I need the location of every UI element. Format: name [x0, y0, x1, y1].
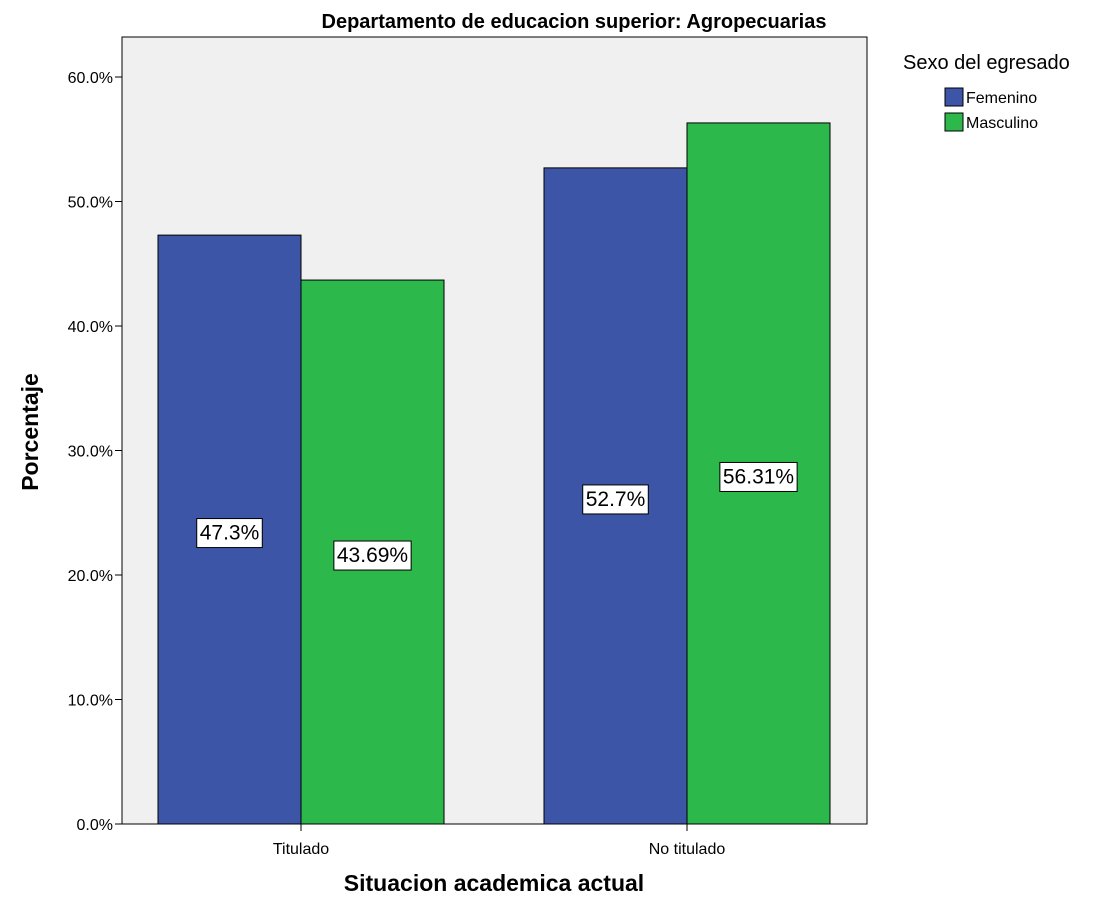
- data-label-text: 52.7%: [586, 488, 646, 511]
- chart-title: Departamento de educacion superior: Agro…: [322, 11, 827, 33]
- legend-swatch-masculino: [944, 112, 964, 132]
- data-labels: 47.3% 43.69% 52.7% 56.31%: [196, 461, 798, 571]
- data-label-text: 56.31%: [723, 465, 794, 488]
- data-label-box: [582, 484, 649, 515]
- legend: Sexo del egresado Femenino Masculino: [903, 52, 1070, 132]
- data-label-box: [333, 540, 412, 571]
- y-axis: 0.0% 10.0% 20.0% 30.0% 40.0% 50.0% 60.0%: [68, 70, 122, 834]
- x-tick-label: No titulado: [649, 841, 726, 858]
- legend-title: Sexo del egresado: [903, 52, 1070, 74]
- x-tick-label: Titulado: [273, 841, 329, 858]
- y-tick-label: 40.0%: [68, 319, 113, 336]
- y-tick-label: 50.0%: [68, 195, 113, 212]
- y-tick-label: 10.0%: [68, 693, 113, 710]
- legend-label-femenino: Femenino: [966, 90, 1037, 107]
- x-axis: Titulado No titulado: [273, 824, 726, 858]
- y-axis-title: Porcentaje: [17, 373, 43, 491]
- y-tick-label: 20.0%: [68, 568, 113, 585]
- data-label-box: [719, 461, 798, 492]
- y-tick-label: 0.0%: [77, 817, 113, 834]
- legend-label-masculino: Masculino: [966, 115, 1038, 132]
- y-tick-label: 30.0%: [68, 444, 113, 461]
- legend-swatch-femenino: [944, 87, 964, 107]
- x-axis-title: Situacion academica actual: [344, 870, 644, 896]
- legend-items: Femenino Masculino: [944, 87, 1038, 132]
- data-label-text: 47.3%: [200, 522, 260, 545]
- data-label-box: [196, 518, 263, 549]
- data-label: 56.31%: [719, 461, 798, 492]
- data-label: 43.69%: [333, 540, 412, 571]
- data-label: 52.7%: [582, 484, 649, 515]
- data-label-text: 43.69%: [337, 544, 408, 567]
- bars: [157, 122, 831, 825]
- y-tick-label: 60.0%: [68, 70, 113, 87]
- data-label: 47.3%: [196, 518, 263, 549]
